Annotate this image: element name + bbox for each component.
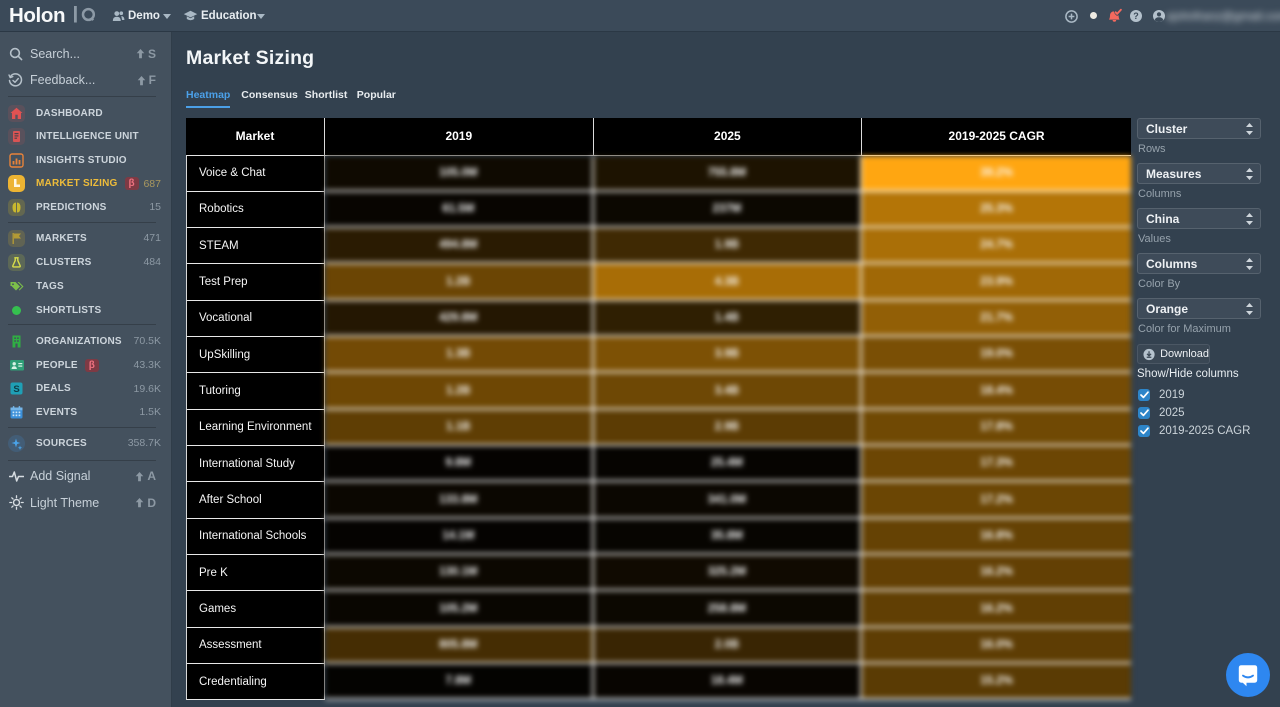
svg-text:S: S (13, 384, 19, 395)
svg-text:Holon: Holon (9, 4, 65, 27)
svg-text:?: ? (1133, 11, 1139, 21)
